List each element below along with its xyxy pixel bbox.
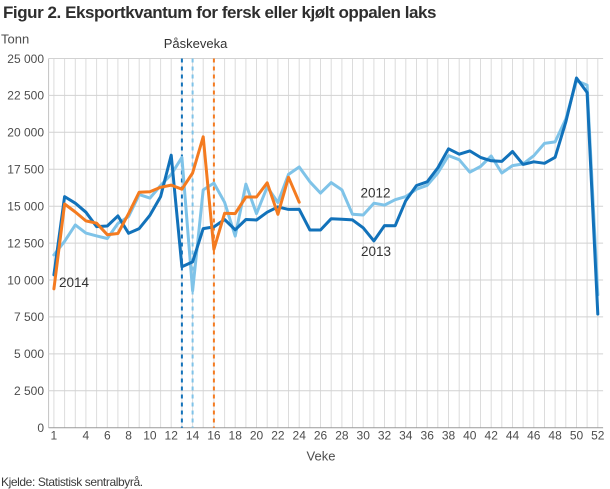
svg-text:26: 26 bbox=[314, 429, 328, 443]
svg-text:20 000: 20 000 bbox=[7, 126, 44, 140]
svg-text:52: 52 bbox=[591, 429, 605, 443]
svg-text:2013: 2013 bbox=[361, 244, 391, 259]
svg-text:22 500: 22 500 bbox=[7, 89, 44, 103]
svg-text:48: 48 bbox=[548, 429, 562, 443]
svg-text:10 000: 10 000 bbox=[7, 273, 44, 287]
svg-text:12 500: 12 500 bbox=[7, 236, 44, 250]
svg-text:25 000: 25 000 bbox=[7, 52, 44, 66]
svg-text:Påskeveka: Påskeveka bbox=[164, 36, 228, 51]
svg-text:20: 20 bbox=[250, 429, 264, 443]
svg-text:2014: 2014 bbox=[59, 275, 90, 290]
svg-text:46: 46 bbox=[527, 429, 541, 443]
svg-text:38: 38 bbox=[442, 429, 456, 443]
svg-text:17 500: 17 500 bbox=[7, 163, 44, 177]
svg-text:5 000: 5 000 bbox=[14, 347, 44, 361]
svg-text:18: 18 bbox=[229, 429, 243, 443]
svg-text:12: 12 bbox=[165, 429, 179, 443]
svg-text:34: 34 bbox=[399, 429, 413, 443]
svg-text:2 500: 2 500 bbox=[14, 384, 44, 398]
svg-text:44: 44 bbox=[506, 429, 520, 443]
svg-text:7 500: 7 500 bbox=[14, 310, 44, 324]
svg-text:22: 22 bbox=[271, 429, 285, 443]
svg-text:1: 1 bbox=[51, 429, 58, 443]
svg-text:50: 50 bbox=[570, 429, 584, 443]
svg-text:15 000: 15 000 bbox=[7, 200, 44, 214]
svg-text:28: 28 bbox=[335, 429, 349, 443]
svg-text:36: 36 bbox=[421, 429, 435, 443]
svg-text:4: 4 bbox=[83, 429, 90, 443]
svg-text:Tonn: Tonn bbox=[1, 31, 29, 46]
svg-text:8: 8 bbox=[125, 429, 132, 443]
svg-text:30: 30 bbox=[357, 429, 371, 443]
svg-text:0: 0 bbox=[37, 421, 44, 435]
svg-text:14: 14 bbox=[186, 429, 200, 443]
svg-text:16: 16 bbox=[207, 429, 221, 443]
svg-text:24: 24 bbox=[293, 429, 307, 443]
svg-text:6: 6 bbox=[104, 429, 111, 443]
svg-text:10: 10 bbox=[143, 429, 157, 443]
svg-text:32: 32 bbox=[378, 429, 392, 443]
svg-text:42: 42 bbox=[485, 429, 499, 443]
svg-text:Veke: Veke bbox=[307, 448, 336, 463]
svg-text:2012: 2012 bbox=[361, 185, 391, 200]
svg-text:40: 40 bbox=[463, 429, 477, 443]
